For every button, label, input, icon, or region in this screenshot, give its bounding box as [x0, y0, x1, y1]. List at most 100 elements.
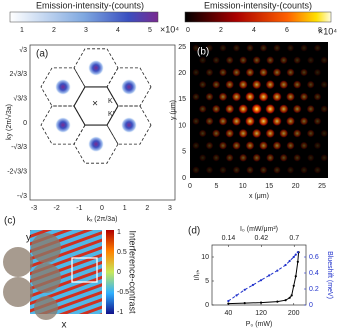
emission-spot	[313, 117, 322, 126]
emission-spot	[238, 79, 248, 90]
y-tick-label: 0.5	[117, 249, 127, 256]
colorbar	[106, 230, 114, 314]
plot-frame	[29, 44, 176, 201]
y-tick-label: -√3/3	[11, 143, 27, 151]
y2-tick-label: 0	[309, 302, 313, 309]
x-tick-label: 4	[116, 27, 120, 34]
emission-spot	[225, 56, 234, 65]
emission-spot	[246, 166, 254, 174]
emission-spot	[218, 68, 228, 77]
emission-spot	[293, 153, 302, 162]
emission-spot	[55, 78, 71, 95]
emission-spot	[259, 44, 268, 52]
panel-label: (a)	[36, 49, 48, 60]
emission-spot	[225, 80, 235, 90]
emission-spot	[218, 141, 228, 150]
x-tick-label: -1	[76, 205, 82, 212]
emission-spot	[293, 56, 302, 65]
colorbar	[184, 11, 332, 23]
x-tick-label: 2	[145, 205, 149, 212]
emission-spot	[192, 117, 200, 126]
emission-spot	[279, 56, 288, 65]
colorbar-title: Emission-intensity-(counts)	[36, 0, 144, 10]
emission-spot	[232, 44, 241, 52]
emission-spot	[299, 116, 309, 126]
emission-spot	[306, 154, 315, 162]
emission-spot	[278, 104, 289, 114]
emission-spot	[320, 129, 329, 138]
emission-spot	[313, 68, 322, 77]
emission-spot	[299, 68, 309, 77]
emission-spot	[232, 141, 241, 151]
y2-tick-label: 0.4	[309, 270, 319, 277]
series-line	[228, 251, 299, 302]
data-point	[294, 275, 297, 278]
colorbar-label: Interference-contrast	[128, 230, 138, 314]
emission-spot	[211, 104, 221, 114]
x2-tick-label: 0.14	[222, 235, 236, 242]
emission-spot	[55, 117, 71, 134]
emission-spot	[244, 91, 256, 102]
y-tick-label: 5	[182, 149, 186, 156]
emission-spot	[225, 128, 235, 138]
y-label: y	[26, 233, 31, 244]
y-tick-label: 25	[178, 44, 186, 51]
panel-label: (c)	[4, 216, 16, 227]
emission-spot	[285, 92, 296, 102]
emission-spot	[279, 79, 289, 90]
emission-spot	[258, 67, 269, 77]
emission-spot	[219, 44, 227, 52]
emission-spot	[205, 92, 214, 102]
y-tick-label: 20	[178, 70, 186, 77]
data-point	[243, 288, 246, 291]
x-tick-label: 8	[318, 27, 322, 34]
emission-spot	[286, 141, 295, 150]
x-tick-label: 5	[214, 183, 218, 190]
x-tick-label: 1	[20, 27, 24, 34]
highlight-box	[71, 257, 98, 283]
emission-spot	[121, 117, 137, 134]
emission-spot	[313, 166, 322, 174]
emission-spot	[300, 44, 308, 52]
emission-spot	[300, 166, 308, 174]
y-tick-label: 10	[178, 122, 186, 129]
x-tick-label: 1	[123, 205, 127, 212]
x-label: x (μm)	[249, 193, 269, 200]
y2-label: Blueshift (meV)	[326, 251, 333, 299]
emission-spot	[245, 141, 255, 151]
emission-spot	[238, 153, 248, 163]
x-tick-label: 3	[168, 205, 172, 212]
emission-spot	[273, 44, 281, 52]
x-tick-label: 10	[239, 183, 247, 190]
emission-spot	[306, 104, 315, 114]
y-tick-label: √3/3	[13, 95, 27, 103]
x-tick-label: 6	[285, 27, 289, 34]
x-tick-label: 20	[292, 183, 300, 190]
emission-spot	[88, 136, 104, 153]
panel-label: (d)	[188, 226, 200, 237]
emission-spot	[264, 103, 276, 115]
y-tick-label: 0	[205, 302, 209, 309]
emission-spot	[259, 166, 268, 174]
emission-spot	[205, 44, 214, 52]
colorbar-title: Emission-intensity-(counts)	[204, 0, 312, 10]
data-point	[292, 255, 295, 259]
data-point	[288, 259, 291, 263]
data-point	[288, 296, 291, 299]
x-tick-label: 40	[224, 310, 232, 317]
x2-tick-label: 0.42	[255, 235, 269, 242]
y-tick-label: 0	[182, 175, 186, 182]
emission-spot	[205, 116, 214, 126]
emission-spot	[313, 44, 322, 52]
emission-spot	[192, 68, 200, 77]
emission-spot	[265, 128, 276, 139]
emission-spot	[238, 103, 249, 115]
y-tick-label: -2√3/3	[7, 168, 27, 176]
pillars	[3, 233, 61, 320]
emission-spot	[198, 104, 207, 114]
y-tick-label: 5	[205, 278, 209, 285]
data-point	[276, 269, 279, 272]
emission-spot	[265, 55, 275, 65]
x-tick-label: -3	[31, 205, 37, 212]
panel-label: (b)	[197, 47, 209, 58]
